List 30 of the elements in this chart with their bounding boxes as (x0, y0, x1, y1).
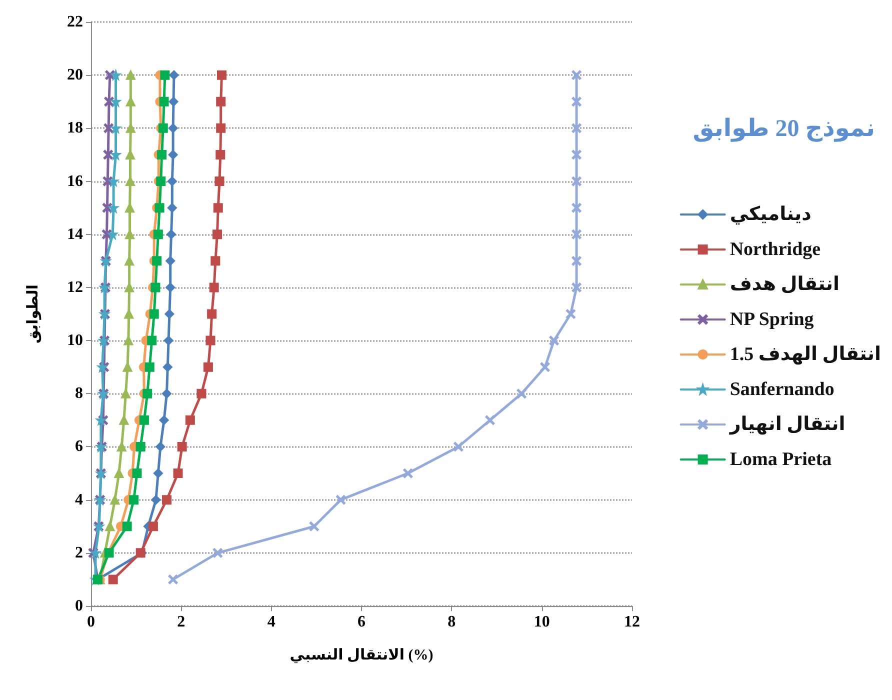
y-tick-label: 12 (67, 278, 83, 296)
text: نموذج 20 طوابق (692, 116, 876, 142)
legend-label: 1.5 انتقال الهدف (730, 344, 882, 365)
x-tick-label: 2 (177, 614, 186, 630)
legend-label: Loma Prieta (730, 449, 832, 470)
y-tick-label: 0 (75, 598, 83, 614)
legend-label: NP Spring (730, 309, 814, 330)
y-tick-label: 18 (67, 120, 83, 137)
legend-label: انتقال انهيار (728, 414, 846, 435)
y-tick-label: 8 (75, 385, 83, 402)
legend-label: ديناميكي (730, 204, 812, 225)
y-tick-label: 14 (67, 226, 83, 243)
x-tick-label: 8 (448, 614, 456, 630)
x-tick-label: 12 (624, 614, 640, 630)
y-tick-label: 20 (67, 66, 83, 84)
y-tick-label: 10 (67, 332, 83, 350)
legend-label: انتقال هدف (730, 274, 840, 295)
y-tick-label: 16 (67, 172, 83, 190)
x-tick-label: 10 (534, 614, 550, 630)
y-tick-label: 2 (75, 544, 83, 562)
x-tick-label: 6 (358, 614, 366, 630)
legend-label: Sanfernando (730, 379, 834, 400)
y-tick-label: 22 (67, 14, 83, 30)
x-tick-label: 0 (87, 614, 95, 630)
x-tick-label: 4 (267, 614, 276, 630)
legend-label: Northridge (730, 239, 821, 260)
y-tick-label: 6 (75, 438, 83, 456)
y-axis-title: الطوابق (26, 284, 42, 344)
x-axis-title: الانتقال النسبي (%) (290, 648, 434, 664)
y-tick-label: 4 (75, 491, 83, 508)
